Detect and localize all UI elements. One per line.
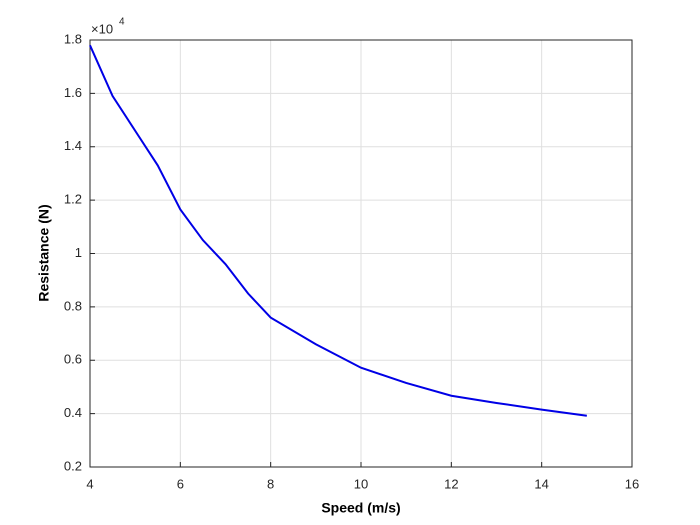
y-tick-label: 0.4 (64, 405, 82, 420)
y-tick-label: 1.8 (64, 31, 82, 46)
x-tick-label: 8 (267, 476, 274, 491)
y-tick-label: 0.8 (64, 298, 82, 313)
x-tick-label: 16 (625, 476, 639, 491)
y-tick-label: 0.2 (64, 458, 82, 473)
x-axis-label: Speed (m/s) (321, 500, 400, 516)
y-tick-label: 1 (75, 245, 82, 260)
y-tick-label: 1.6 (64, 85, 82, 100)
data-line (89, 44, 587, 417)
x-tick-label: 4 (86, 476, 93, 491)
x-tick-label: 10 (354, 476, 368, 491)
y-tick-label: 1.2 (64, 192, 82, 207)
y-exponent-power: 4 (119, 17, 125, 28)
x-tick-label: 6 (177, 476, 184, 491)
x-tick-label: 14 (534, 476, 548, 491)
x-tick-label: 12 (444, 476, 458, 491)
y-tick-label: 1.4 (64, 138, 82, 153)
y-exponent-base: ×10 (91, 21, 113, 36)
plot-frame (89, 39, 633, 468)
y-tick-label: 0.6 (64, 352, 82, 367)
y-axis-label: Resistance (N) (36, 204, 52, 301)
